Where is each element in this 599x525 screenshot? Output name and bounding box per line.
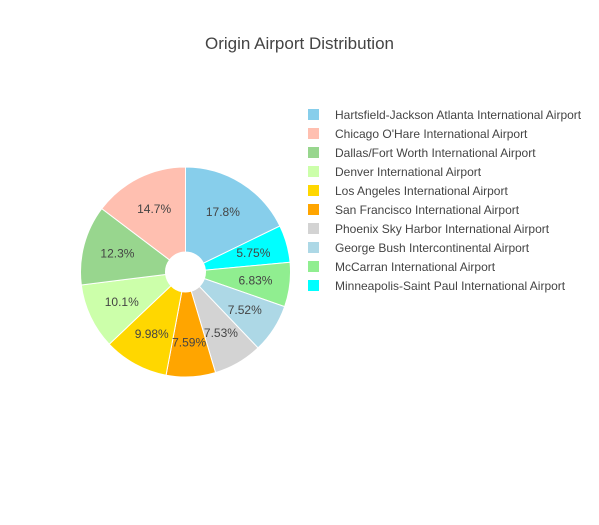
slice-label: 17.8% [206,205,240,219]
chart-legend: Hartsfield-Jackson Atlanta International… [308,105,581,295]
legend-swatch [308,147,319,158]
legend-label: McCarran International Airport [335,259,496,274]
pie-labels: 17.8% 5.75% 6.83% 7.52% 7.53%7.59%9.98% 10.1%… [100,202,272,350]
pie-slice [80,207,171,286]
chart-title: Origin Airport Distribution [205,34,394,53]
legend-item[interactable]: Chicago O'Hare International Airport [308,124,581,143]
legend-swatch [308,109,319,120]
legend-item[interactable]: Phoenix Sky Harbor International Airport [308,219,581,238]
slice-label: 12.3% [100,247,134,261]
slice-label: 5.75% [236,246,270,260]
slice-label: 6.83% [238,274,272,288]
legend-swatch [308,280,319,291]
legend-item[interactable]: San Francisco International Airport [308,200,581,219]
legend-label: Denver International Airport [335,164,482,179]
legend-label: Chicago O'Hare International Airport [335,126,528,141]
legend-label: Los Angeles International Airport [335,183,508,198]
legend-swatch [308,261,319,272]
legend-item[interactable]: Denver International Airport [308,162,581,181]
legend-label: Hartsfield-Jackson Atlanta International… [335,107,582,122]
legend-label: Dallas/Fort Worth International Airport [335,145,536,160]
legend-label: George Bush Intercontinental Airport [335,240,530,255]
legend-swatch [308,166,319,177]
legend-swatch [308,242,319,253]
slice-label: 7.59% [172,335,206,349]
legend-item[interactable]: Dallas/Fort Worth International Airport [308,143,581,162]
pie-slices [80,166,291,378]
legend-label: San Francisco International Airport [335,202,520,217]
legend-swatch [308,185,319,196]
slice-label: 7.53% [204,326,238,340]
slice-label: 7.52% [228,303,262,317]
legend-label: Phoenix Sky Harbor International Airport [335,221,550,236]
legend-item[interactable]: Hartsfield-Jackson Atlanta International… [308,105,581,124]
legend-swatch [308,223,319,234]
legend-swatch [308,204,319,215]
legend-swatch [308,128,319,139]
legend-label: Minneapolis-Saint Paul International Air… [335,278,566,293]
legend-item[interactable]: Los Angeles International Airport [308,181,581,200]
legend-item[interactable]: Minneapolis-Saint Paul International Air… [308,276,581,295]
pie-slice [101,166,186,261]
legend-item[interactable]: George Bush Intercontinental Airport [308,238,581,257]
slice-label: 10.1% [105,295,139,309]
slice-label: 14.7% [137,202,171,216]
pie-slice [185,166,281,264]
legend-item[interactable]: McCarran International Airport [308,257,581,276]
slice-label: 9.98% [135,327,169,341]
